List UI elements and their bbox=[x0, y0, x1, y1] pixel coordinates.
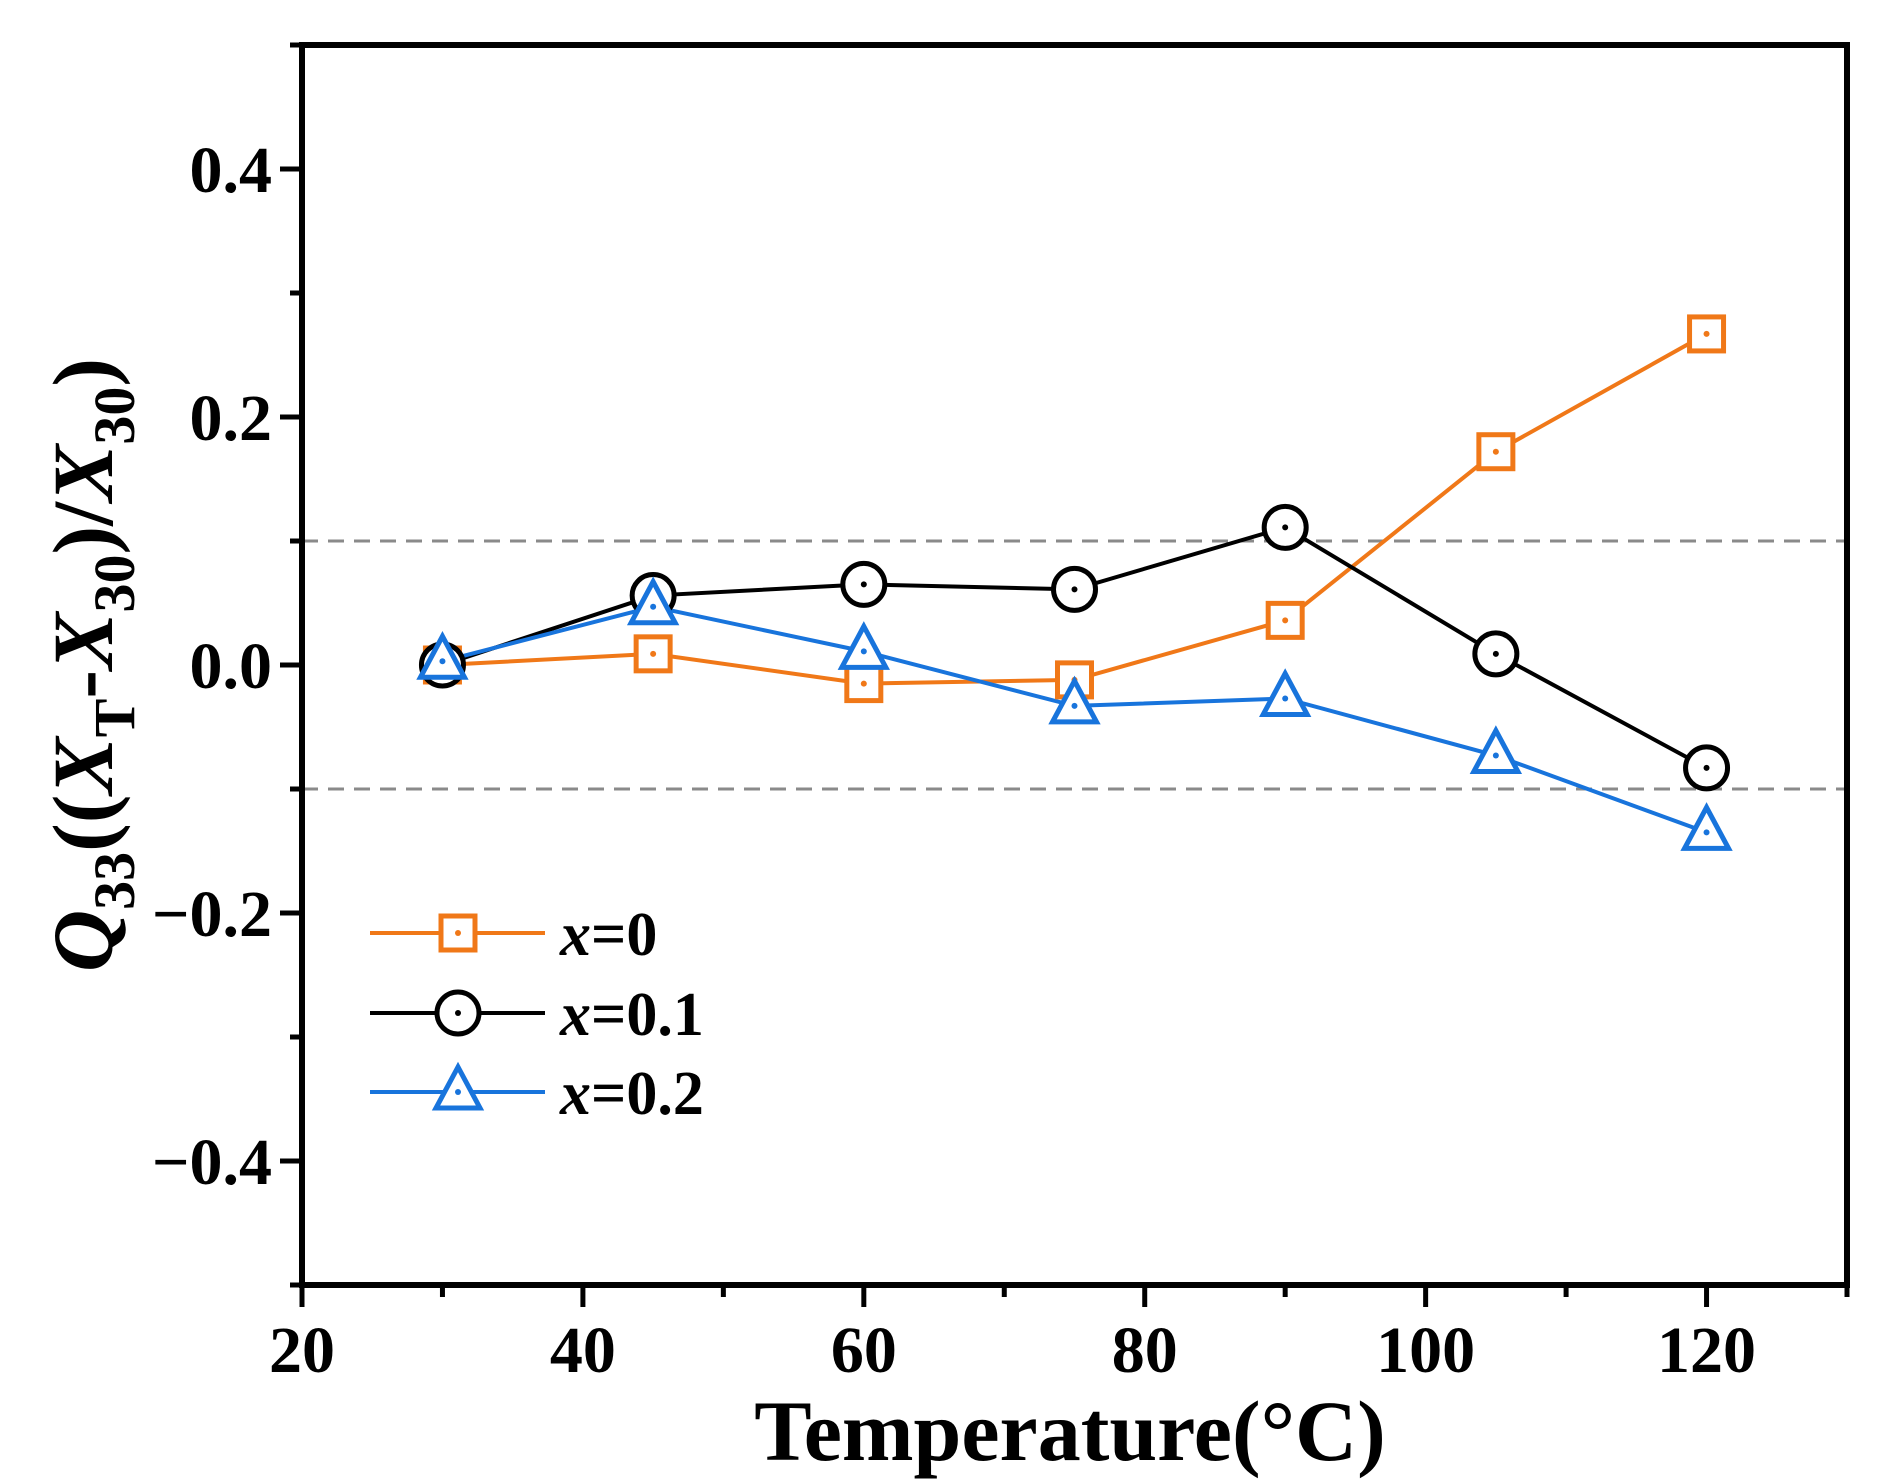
legend-label: x=0.1 bbox=[559, 981, 704, 1049]
data-point-square bbox=[1687, 314, 1727, 354]
series-line-square bbox=[442, 332, 1708, 686]
x-tick-label: 120 bbox=[1657, 1314, 1756, 1387]
data-point-triangle bbox=[1680, 802, 1733, 851]
y-tick-label: −0.2 bbox=[152, 878, 272, 951]
legend-marker-square bbox=[438, 913, 478, 953]
data-point-square bbox=[1476, 432, 1516, 472]
legend-label: x=0 bbox=[559, 901, 657, 969]
legend-marker-triangle bbox=[431, 1061, 485, 1111]
data-point-circle bbox=[1051, 565, 1098, 613]
legend-item: x=0.1 bbox=[370, 981, 704, 1049]
data-point-circle bbox=[1472, 630, 1520, 678]
legend: x=0 x=0.1 x=0.2 bbox=[370, 901, 704, 1128]
legend-marker-circle bbox=[434, 989, 482, 1037]
x-tick-label: 100 bbox=[1376, 1314, 1475, 1387]
data-point-triangle bbox=[1048, 675, 1101, 725]
y-tick-label: 0.2 bbox=[190, 382, 273, 455]
data-point-circle bbox=[840, 560, 888, 608]
x-axis-label: Temperature(°C) bbox=[754, 1383, 1385, 1479]
data-point-triangle bbox=[1469, 725, 1523, 775]
y-tick-label: 0.4 bbox=[190, 134, 273, 207]
x-tick-label: 20 bbox=[269, 1314, 335, 1387]
y-tick-label: 0.0 bbox=[190, 630, 273, 703]
data-point-square bbox=[844, 664, 884, 704]
x-tick-label: 40 bbox=[550, 1314, 616, 1387]
data-point-triangle bbox=[837, 621, 890, 670]
legend-item: x=0 bbox=[370, 901, 657, 969]
data-point-square bbox=[633, 634, 673, 674]
data-point-triangle bbox=[626, 576, 680, 626]
y-tick-label: −0.4 bbox=[152, 1126, 272, 1199]
data-point-triangle bbox=[416, 630, 469, 680]
data-point-circle bbox=[1683, 744, 1731, 792]
legend-item: x=0.2 bbox=[370, 1060, 704, 1128]
data-point-triangle bbox=[1259, 668, 1312, 717]
data-point-circle bbox=[1261, 503, 1309, 551]
data-point-square bbox=[1265, 600, 1305, 640]
x-tick-label: 60 bbox=[831, 1314, 897, 1387]
legend-label: x=0.2 bbox=[559, 1060, 704, 1128]
x-tick-label: 80 bbox=[1112, 1314, 1178, 1387]
y-axis-label: Q33((XT-X30)/X30) bbox=[35, 358, 147, 972]
